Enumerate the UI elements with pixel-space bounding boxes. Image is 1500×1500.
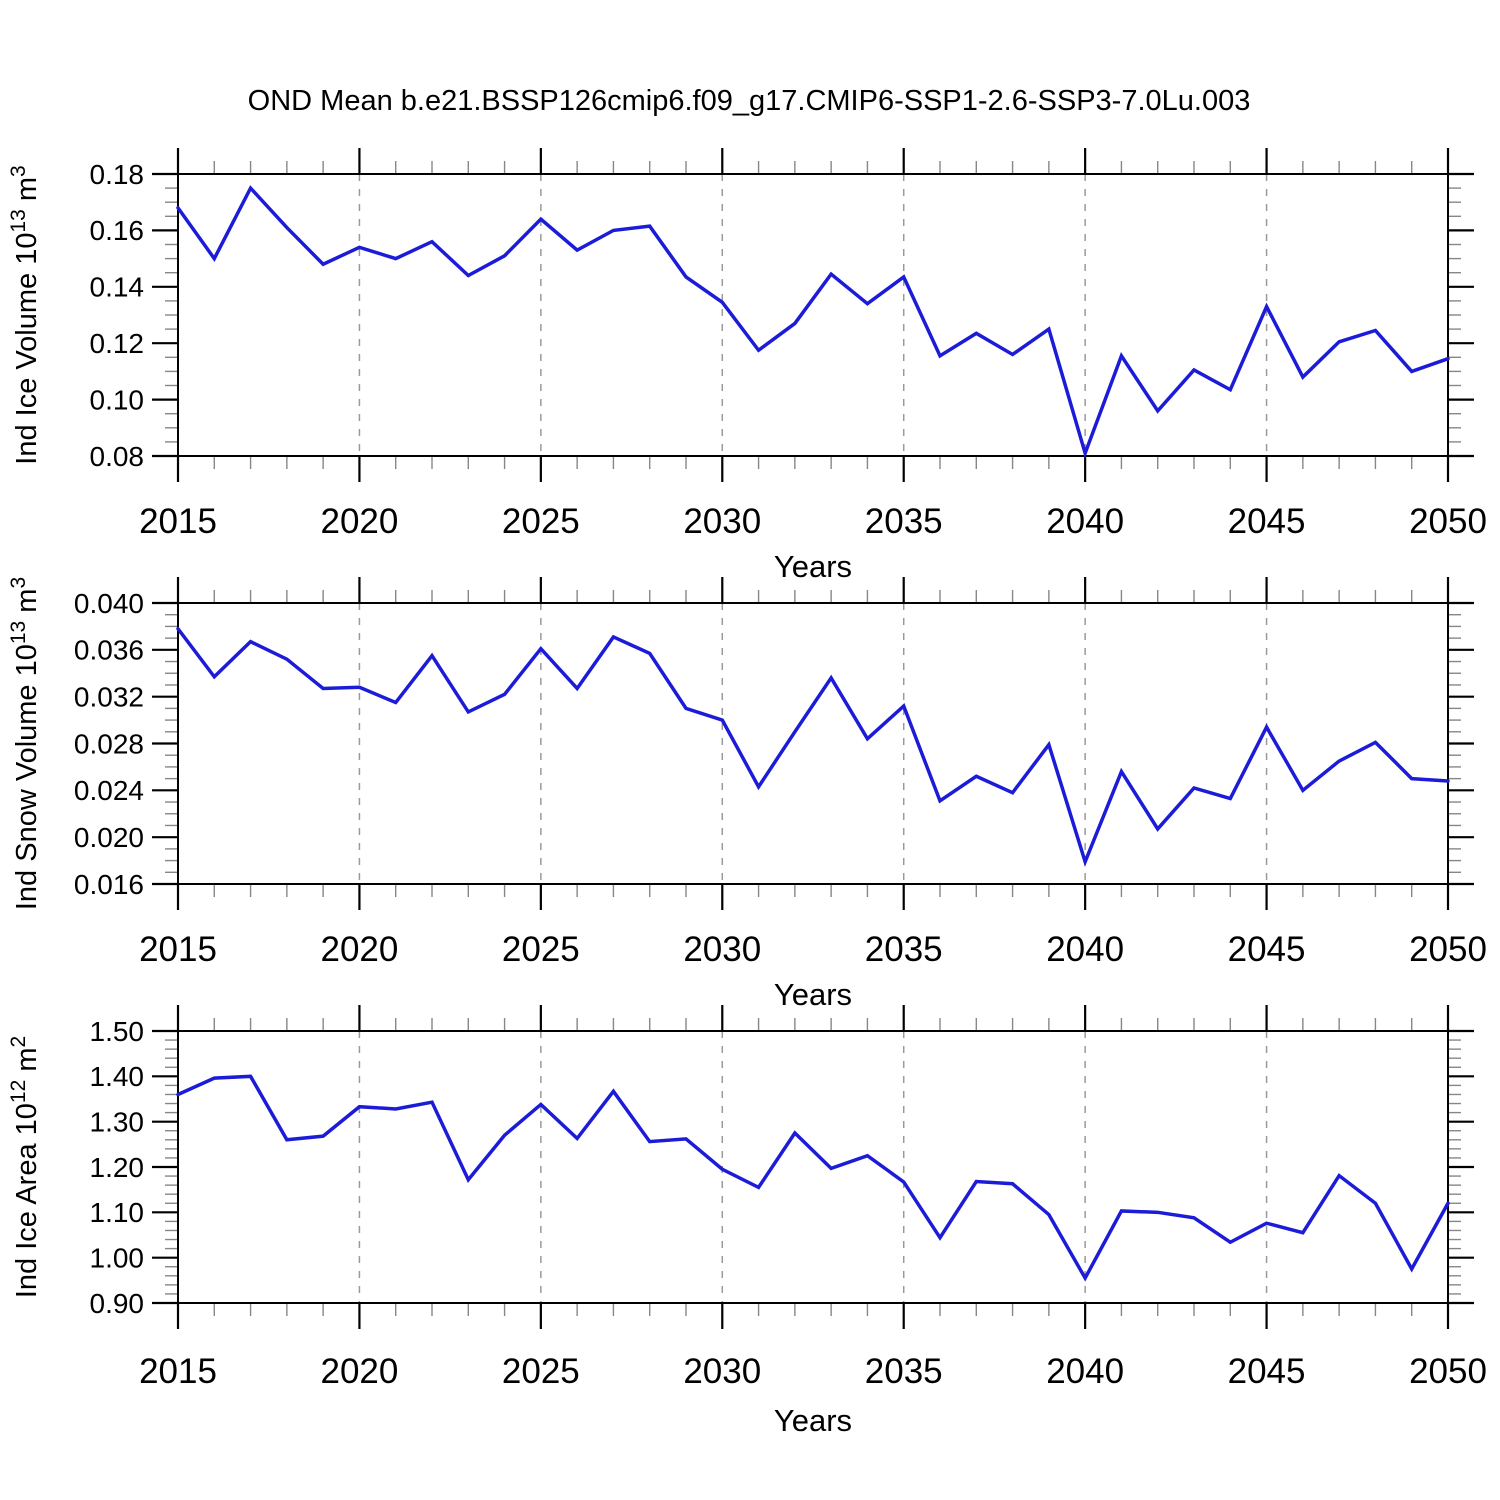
x-tick-label: 2050: [1409, 502, 1487, 541]
x-tick-label: 2020: [320, 930, 398, 969]
x-tick-labels: 2015 2020 2025 2030 2035 2040 2045 2050: [139, 930, 1487, 969]
x-axis-title: Years: [774, 1403, 852, 1438]
gridlines: [358, 1031, 1268, 1303]
x-tick-label: 2035: [865, 502, 943, 541]
x-axis-title: Years: [774, 549, 852, 584]
x-tick-label: 2030: [683, 1352, 761, 1391]
y-tick-label: 0.016: [74, 869, 144, 900]
y-tick-labels: 0.040 0.036 0.032 0.028 0.024 0.020 0.016: [74, 588, 144, 900]
minor-ticks: [165, 1018, 1461, 1316]
x-tick-labels: 2015 2020 2025 2030 2035 2040 2045 2050: [139, 502, 1487, 541]
y-tick-label: 0.024: [74, 775, 144, 806]
y-tick-label: 0.028: [74, 728, 144, 759]
y-tick-label: 0.16: [90, 215, 145, 246]
y-axis-title: Ind Ice Area 1012 m2: [7, 1036, 43, 1298]
x-tick-label: 2040: [1046, 1352, 1124, 1391]
y-axis-title: Ind Ice Volume 1013 m3: [7, 165, 43, 464]
y-tick-label: 0.08: [90, 441, 145, 472]
x-tick-label: 2030: [683, 502, 761, 541]
x-tick-label: 2035: [865, 1352, 943, 1391]
chart-panel-1: 0.18 0.16 0.14 0.12 0.10 0.08 2015 2020 2025 2030…: [7, 148, 1487, 584]
x-tick-label: 2020: [320, 502, 398, 541]
y-tick-label: 1.50: [90, 1016, 145, 1047]
gridlines: [358, 174, 1268, 456]
plot-box: [177, 602, 1449, 885]
x-tick-label: 2020: [320, 1352, 398, 1391]
major-ticks: [152, 148, 1474, 482]
x-tick-label: 2015: [139, 1352, 217, 1391]
y-tick-label: 1.10: [90, 1197, 145, 1228]
x-tick-label: 2050: [1409, 1352, 1487, 1391]
x-axis-title: Years: [774, 977, 852, 1012]
y-tick-label: 0.90: [90, 1288, 145, 1319]
y-tick-labels: 1.50 1.40 1.30 1.20 1.10 1.00 0.90: [90, 1016, 145, 1319]
data-line: [176, 627, 1450, 867]
x-tick-label: 2035: [865, 930, 943, 969]
data-line: [176, 1074, 1450, 1282]
gridlines: [358, 603, 1268, 884]
minor-ticks: [165, 161, 1461, 469]
y-tick-label: 0.10: [90, 384, 145, 415]
y-tick-label: 0.040: [74, 588, 144, 619]
major-ticks: [152, 1005, 1474, 1329]
minor-ticks: [165, 590, 1461, 897]
chart-panel-3: 1.50 1.40 1.30 1.20 1.10 1.00 0.90 2015 2020 2025…: [7, 1005, 1487, 1438]
y-tick-label: 0.14: [90, 272, 145, 303]
x-tick-label: 2045: [1228, 502, 1306, 541]
y-axis-title: Ind Snow Volume 1013 m3: [7, 577, 43, 910]
x-tick-labels: 2015 2020 2025 2030 2035 2040 2045 2050: [139, 1352, 1487, 1391]
x-tick-label: 2015: [139, 930, 217, 969]
y-tick-labels: 0.18 0.16 0.14 0.12 0.10 0.08: [90, 159, 145, 472]
y-tick-label: 0.036: [74, 635, 144, 666]
y-tick-label: 0.020: [74, 822, 144, 853]
x-tick-label: 2025: [502, 930, 580, 969]
y-tick-label: 1.30: [90, 1106, 145, 1137]
x-tick-label: 2015: [139, 502, 217, 541]
x-tick-label: 2025: [502, 1352, 580, 1391]
y-tick-label: 1.40: [90, 1061, 145, 1092]
x-tick-label: 2045: [1228, 930, 1306, 969]
plot-box: [177, 1030, 1449, 1304]
plot-box: [177, 173, 1449, 457]
chart-title: OND Mean b.e21.BSSP126cmip6.f09_g17.CMIP…: [248, 85, 1251, 117]
x-tick-label: 2030: [683, 930, 761, 969]
x-tick-label: 2045: [1228, 1352, 1306, 1391]
x-tick-label: 2050: [1409, 930, 1487, 969]
y-tick-label: 1.00: [90, 1242, 145, 1273]
data-line: [176, 185, 1450, 459]
y-tick-label: 0.18: [90, 159, 145, 190]
y-tick-label: 0.032: [74, 681, 144, 712]
x-tick-label: 2040: [1046, 502, 1124, 541]
y-tick-label: 1.20: [90, 1152, 145, 1183]
x-tick-label: 2040: [1046, 930, 1124, 969]
y-tick-label: 0.12: [90, 328, 145, 359]
x-tick-label: 2025: [502, 502, 580, 541]
major-ticks: [152, 577, 1474, 910]
